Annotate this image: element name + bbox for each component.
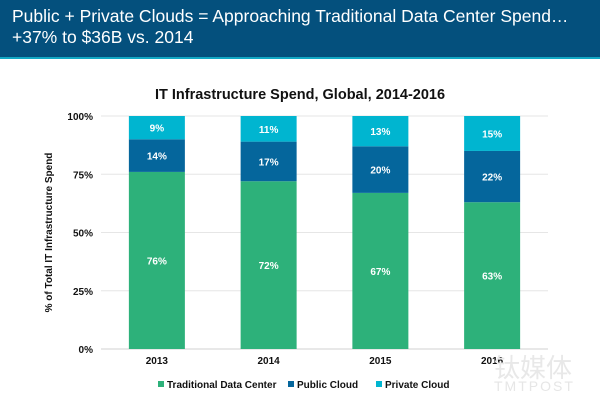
data-label: 15% xyxy=(482,129,502,140)
y-tick-label: 25% xyxy=(73,287,93,298)
watermark-logo: 钛媒体 xyxy=(494,353,573,383)
bar-segment xyxy=(464,116,521,151)
slide-header: Public + Private Clouds = Approaching Tr… xyxy=(0,0,600,57)
x-tick-label: 2014 xyxy=(258,356,281,367)
bar-segment xyxy=(240,141,297,182)
data-label: 72% xyxy=(259,261,279,272)
bar-segment xyxy=(352,146,409,193)
y-tick-label: 50% xyxy=(73,229,93,240)
data-label: 14% xyxy=(147,152,167,163)
slide-title: Public + Private Clouds = Approaching Tr… xyxy=(12,6,569,47)
data-label: 17% xyxy=(259,157,279,168)
bar-segment xyxy=(240,116,297,142)
bar-segment xyxy=(128,116,185,140)
bar-segment xyxy=(352,116,409,147)
bar-segment xyxy=(128,171,185,349)
data-label: 76% xyxy=(147,256,167,267)
bar-segment xyxy=(352,192,409,349)
data-label: 11% xyxy=(259,125,279,136)
legend-label: Traditional Data Center xyxy=(167,380,277,391)
legend-swatch xyxy=(158,381,164,387)
bar-segment xyxy=(128,139,185,172)
x-tick-label: 2016 xyxy=(481,356,504,367)
data-label: 20% xyxy=(370,166,390,177)
bar-segment xyxy=(464,202,521,349)
legend-label: Private Cloud xyxy=(385,380,449,391)
data-label: 13% xyxy=(370,127,390,138)
y-tick-label: 100% xyxy=(67,112,93,123)
legend-swatch xyxy=(376,381,382,387)
watermark-text: TMTPOST xyxy=(494,378,575,394)
legend-label: Public Cloud xyxy=(297,380,358,391)
data-label: 22% xyxy=(482,173,502,184)
bar-segment xyxy=(240,181,297,349)
header-divider xyxy=(0,57,600,59)
y-tick-label: 0% xyxy=(79,345,94,356)
y-tick-label: 75% xyxy=(73,170,93,181)
x-tick-label: 2015 xyxy=(369,356,392,367)
legend-swatch xyxy=(288,381,294,387)
data-label: 63% xyxy=(482,272,502,283)
bar-segment xyxy=(464,150,521,203)
chart-title: IT Infrastructure Spend, Global, 2014-20… xyxy=(154,87,446,103)
x-tick-label: 2013 xyxy=(146,356,169,367)
data-label: 67% xyxy=(370,267,390,278)
y-axis-label: % of Total IT Infrastructure Spend xyxy=(44,153,55,313)
data-label: 9% xyxy=(150,124,165,135)
